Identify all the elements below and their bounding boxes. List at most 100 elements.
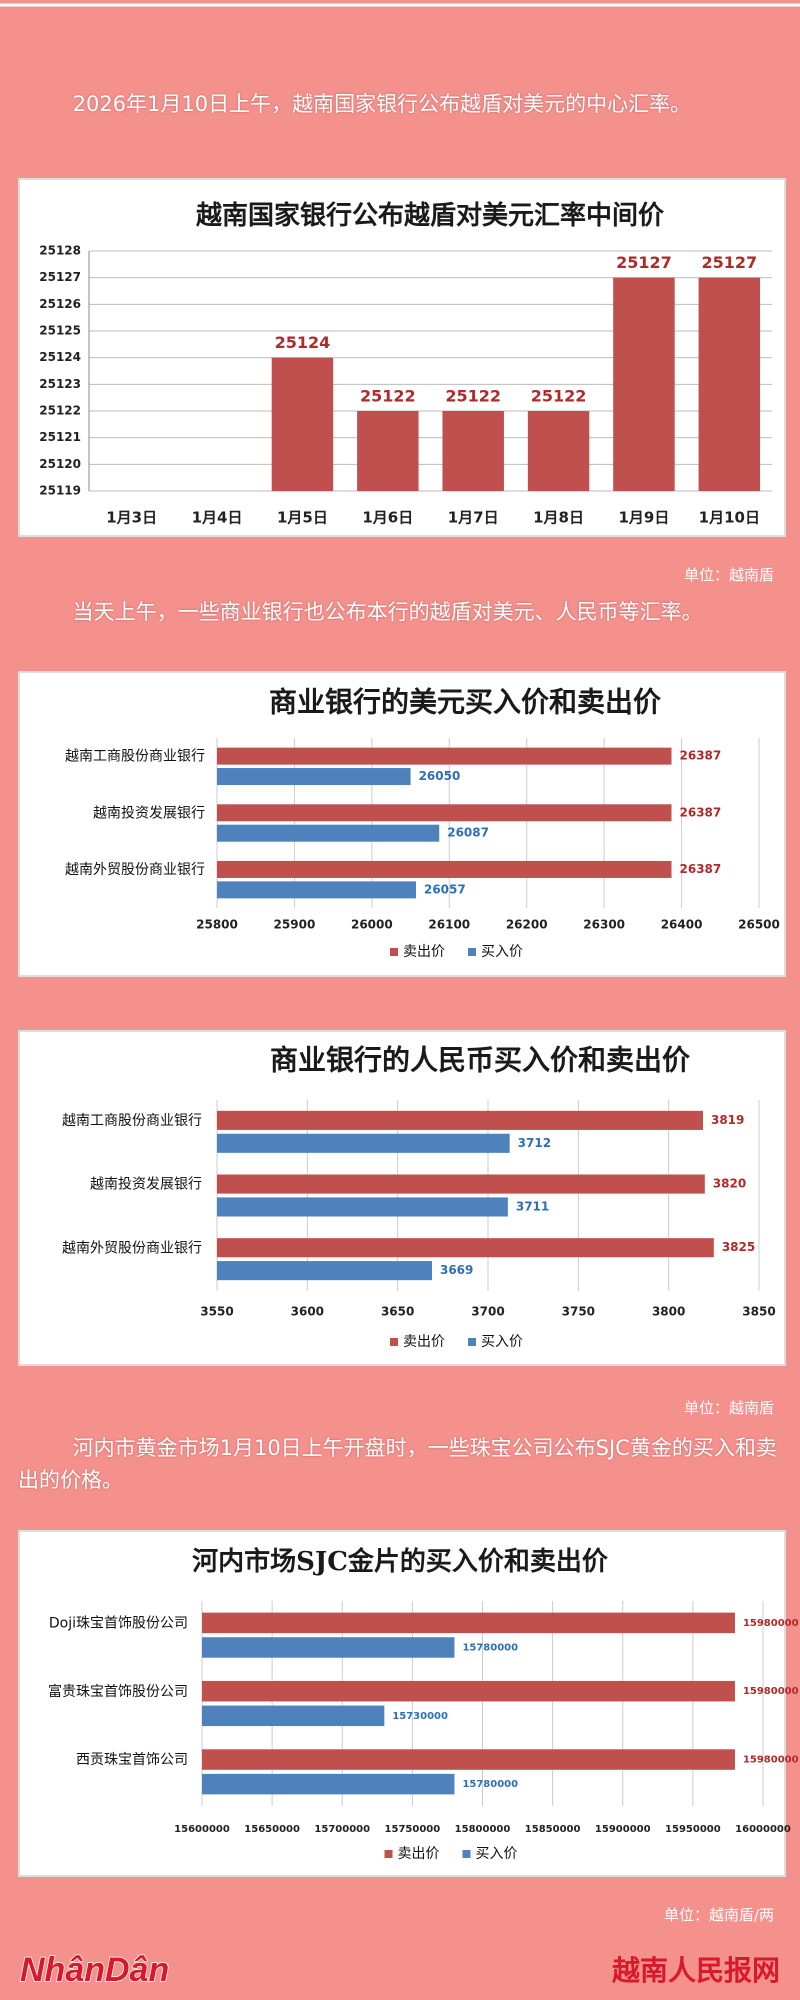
x-tick-label: 3800 (652, 1305, 685, 1319)
category-label: 越南外贸股份商业银行 (65, 862, 205, 878)
bar (202, 1612, 735, 1634)
x-tick-label: 1月10日 (699, 509, 760, 527)
x-tick-label: 3550 (200, 1305, 233, 1319)
bar (202, 1773, 455, 1795)
x-tick-label: 1月9日 (619, 509, 670, 527)
legend-swatch (390, 948, 398, 956)
x-tick-label: 3700 (471, 1305, 504, 1319)
x-tick-label: 26300 (583, 918, 625, 932)
x-tick-label: 15600000 (174, 1824, 230, 1835)
value-label: 3825 (722, 1240, 755, 1254)
x-tick-label: 26400 (661, 918, 703, 932)
value-label: 3712 (518, 1136, 551, 1150)
x-tick-label: 15900000 (595, 1824, 651, 1835)
value-label: 26087 (447, 826, 489, 840)
paragraph: 河内市黄金市场1月10日上午开盘时，一些珠宝公司公布SJC黄金的买入和卖出的价格… (18, 1436, 777, 1492)
bar (217, 860, 672, 878)
x-tick-label: 26200 (506, 918, 548, 932)
value-label: 26387 (680, 749, 722, 763)
x-tick-label: 15850000 (525, 1824, 581, 1835)
x-tick-label: 15800000 (455, 1824, 511, 1835)
value-label: 3819 (711, 1113, 744, 1127)
value-label: 25127 (616, 253, 672, 272)
value-label: 26387 (680, 862, 722, 876)
bar (271, 357, 334, 491)
value-label: 3820 (713, 1177, 746, 1191)
x-tick-label: 15950000 (665, 1824, 721, 1835)
value-label: 15780000 (462, 1779, 518, 1790)
paragraph: 2026年1月10日上午，越南国家银行公布越盾对美元的中心汇率。 (72, 92, 692, 116)
category-label: 越南外贸股份商业银行 (62, 1240, 202, 1256)
unit-note: 单位：越南盾/两 (663, 1906, 774, 1924)
legend-swatch (462, 1850, 471, 1858)
y-tick-label: 25128 (39, 244, 81, 258)
value-label: 3711 (516, 1199, 549, 1213)
legend-swatch (390, 1338, 398, 1346)
legend-label: 卖出价 (403, 1334, 445, 1350)
x-tick-label: 1月7日 (448, 509, 499, 527)
value-label: 15730000 (392, 1711, 448, 1722)
category-label: 越南工商股份商业银行 (65, 749, 205, 765)
bar (217, 747, 672, 765)
value-label: 25122 (360, 387, 416, 406)
legend-swatch (468, 1338, 476, 1346)
x-tick-label: 26500 (738, 918, 780, 932)
bar (202, 1637, 455, 1658)
value-label: 25122 (445, 387, 501, 406)
legend-label: 买入价 (481, 944, 523, 960)
value-label: 3669 (440, 1263, 473, 1277)
x-tick-label: 3650 (381, 1305, 414, 1319)
x-tick-label: 15700000 (314, 1824, 370, 1835)
bar (613, 277, 675, 491)
logo: NhânDân (20, 1951, 169, 1989)
category-label: 越南投资发展银行 (90, 1177, 202, 1193)
category-label: Doji珠宝首饰股份公司 (49, 1616, 188, 1632)
x-tick-label: 1月8日 (533, 509, 584, 527)
chart-frame (18, 671, 786, 977)
bar (202, 1680, 735, 1702)
value-label: 15980000 (743, 1686, 799, 1697)
bar (217, 881, 416, 899)
bar (217, 1238, 714, 1258)
legend-swatch (384, 1850, 393, 1858)
x-tick-label: 15750000 (385, 1824, 441, 1835)
x-tick-label: 26000 (351, 918, 393, 932)
y-tick-label: 25122 (39, 404, 81, 418)
legend-label: 买入价 (481, 1334, 523, 1350)
unit-note: 单位：越南盾 (683, 566, 774, 584)
bar (217, 768, 411, 786)
bar (202, 1749, 735, 1770)
bar (217, 1197, 508, 1217)
category-label: 越南投资发展银行 (93, 805, 205, 821)
value-label: 15980000 (743, 1618, 799, 1629)
unit-note: 单位：越南盾 (683, 1399, 774, 1417)
chart-title: 越南国家银行公布越盾对美元汇率中间价 (196, 200, 665, 231)
y-tick-label: 25121 (39, 430, 81, 444)
bar (698, 277, 761, 491)
x-tick-label: 1月3日 (106, 509, 157, 527)
x-tick-label: 1月6日 (362, 509, 413, 527)
y-tick-label: 25125 (39, 324, 81, 338)
paragraph: 当天上午，一些商业银行也公布本行的越盾对美元、人民币等汇率。 (72, 600, 703, 624)
bar (217, 804, 672, 822)
x-tick-label: 25800 (196, 918, 238, 932)
value-label: 25122 (531, 387, 587, 406)
x-tick-label: 15650000 (244, 1824, 300, 1835)
value-label: 25127 (701, 253, 757, 272)
x-tick-label: 1月4日 (192, 509, 243, 527)
bar (357, 411, 419, 491)
bar (217, 1110, 703, 1130)
x-tick-label: 25900 (274, 918, 316, 932)
category-label: 富贵珠宝首饰股份公司 (48, 1683, 188, 1700)
x-tick-label: 3850 (742, 1305, 775, 1319)
x-tick-label: 1月5日 (277, 509, 328, 527)
y-tick-label: 25123 (39, 377, 81, 391)
y-tick-label: 25126 (39, 297, 81, 311)
legend-label: 买入价 (476, 1846, 518, 1862)
site-name: 越南人民报网 (612, 1954, 780, 1987)
category-label: 越南工商股份商业银行 (62, 1113, 202, 1129)
y-tick-label: 25120 (39, 457, 81, 471)
bar (217, 824, 440, 842)
